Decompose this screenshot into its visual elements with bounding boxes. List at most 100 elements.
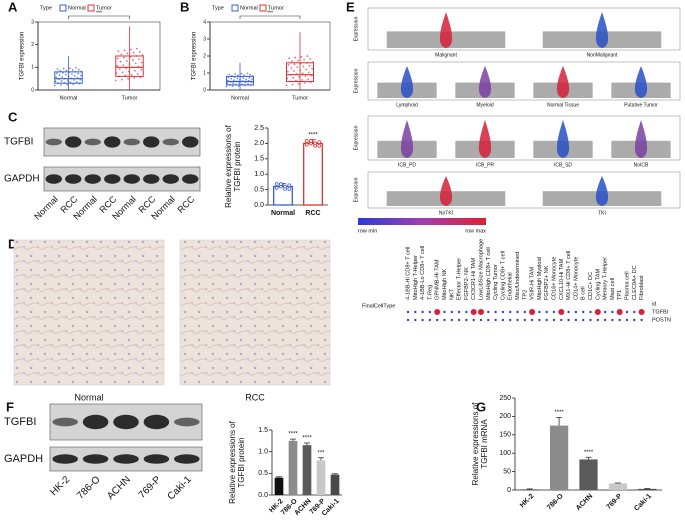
- violin-label: ICB_PD: [398, 162, 416, 168]
- panel-label: F: [6, 399, 14, 414]
- jitter-dot: [240, 72, 243, 75]
- y-tick-label: 150: [499, 432, 511, 439]
- jitter-dot: [128, 63, 131, 66]
- violin: [556, 120, 570, 158]
- dot: [443, 318, 446, 322]
- dot: [501, 318, 505, 322]
- cell-type-label: Plasma cell: [624, 271, 630, 300]
- jitter-dot: [65, 69, 68, 72]
- jitter-dot: [297, 59, 299, 62]
- legend-swatch: [259, 4, 267, 12]
- y-tick-label: 0.5: [254, 186, 264, 193]
- violin-y-label: Expression: [353, 125, 359, 150]
- cell-type-label: CX3CR1-Hi TAM: [471, 258, 477, 300]
- jitter-dot: [233, 79, 235, 82]
- dot: [558, 309, 565, 315]
- legend-label: Normal: [240, 5, 258, 11]
- dot: [470, 309, 477, 315]
- dot: [479, 318, 483, 322]
- jitter-dot: [138, 51, 141, 53]
- significance-bracket: [68, 15, 130, 19]
- y-tick-label: 1.5: [254, 156, 264, 163]
- box: [226, 75, 254, 86]
- dot: [574, 318, 578, 322]
- jitter-dot: [138, 58, 141, 61]
- box: [54, 71, 83, 84]
- panel-label: D: [8, 236, 17, 251]
- y-axis-label: TGFBI expression: [192, 32, 198, 80]
- jitter-dot: [119, 60, 122, 63]
- dot: [640, 318, 643, 322]
- jitter-dot: [125, 59, 128, 62]
- jitter-dot: [123, 49, 126, 52]
- dot: [450, 310, 453, 314]
- jitter-dot: [309, 58, 312, 60]
- bar: [316, 460, 326, 495]
- cell-type-label: GPNMB-Hi TAM: [435, 259, 441, 300]
- y-axis-label: TGFBI protein: [233, 141, 242, 191]
- color-scale: [358, 218, 486, 225]
- jitter-dot: [116, 64, 119, 67]
- dot: [436, 318, 439, 322]
- cell-type-label: T-Reg: [427, 285, 433, 300]
- jitter-dot: [117, 50, 120, 53]
- blot-band: [45, 174, 62, 184]
- x-tick-label: RCC: [305, 210, 320, 217]
- dot: [457, 310, 461, 314]
- jitter-dot: [66, 83, 69, 86]
- blot-band: [143, 414, 170, 430]
- significance: ****: [584, 450, 594, 456]
- dot: [603, 318, 607, 322]
- legend-title: Type: [40, 5, 52, 11]
- dot: [509, 310, 512, 314]
- jitter-dot: [307, 71, 310, 74]
- dot: [574, 310, 578, 314]
- violin: [595, 12, 609, 48]
- jitter-dot: [123, 56, 125, 59]
- jitter-dot: [132, 59, 134, 61]
- jitter-dot: [118, 68, 121, 70]
- violin-y-label: Expression: [353, 177, 359, 202]
- jitter-dot: [288, 57, 291, 60]
- dot: [611, 310, 614, 314]
- legend-swatch: [231, 4, 239, 12]
- color-scale-min: row min: [358, 228, 377, 234]
- y-tick-label: 1.0: [254, 171, 264, 178]
- replicate-dot: [287, 183, 292, 188]
- legend-swatch: [59, 4, 67, 12]
- jitter-dot: [75, 80, 78, 83]
- dot: [406, 310, 410, 314]
- violin: [478, 66, 492, 98]
- blot-band: [123, 174, 140, 184]
- dot: [494, 318, 497, 322]
- significance: ****: [302, 436, 312, 442]
- violin-label: ICB_SD: [554, 162, 572, 168]
- dot: [516, 310, 519, 314]
- x-tick-label: Tumor: [292, 95, 308, 101]
- cell-type-label: B cell: [581, 286, 587, 300]
- jitter-dot: [56, 68, 59, 71]
- jitter-dot: [287, 64, 290, 66]
- replicate-dot: [274, 185, 279, 190]
- blot-band: [104, 136, 121, 148]
- bar: [549, 425, 569, 490]
- jitter-dot: [236, 77, 239, 80]
- jitter-dot: [134, 62, 137, 65]
- box: [115, 55, 144, 77]
- bar: [274, 477, 284, 495]
- dot: [501, 310, 505, 314]
- jitter-dot: [73, 79, 75, 81]
- dot: [582, 310, 585, 314]
- cell-type-label: MitoHigh NK: [442, 268, 448, 300]
- y-tick-label: 2: [31, 42, 34, 48]
- jitter-dot: [300, 55, 303, 58]
- jitter-dot: [77, 72, 80, 75]
- panel-label: G: [476, 399, 486, 414]
- dot: [611, 318, 614, 322]
- cell-type-label: Cycling CD8+ T cell: [500, 251, 506, 300]
- blot-band: [45, 138, 62, 146]
- dot: [478, 309, 484, 315]
- replicate-dot: [274, 182, 279, 186]
- replicate-dot: [304, 139, 309, 143]
